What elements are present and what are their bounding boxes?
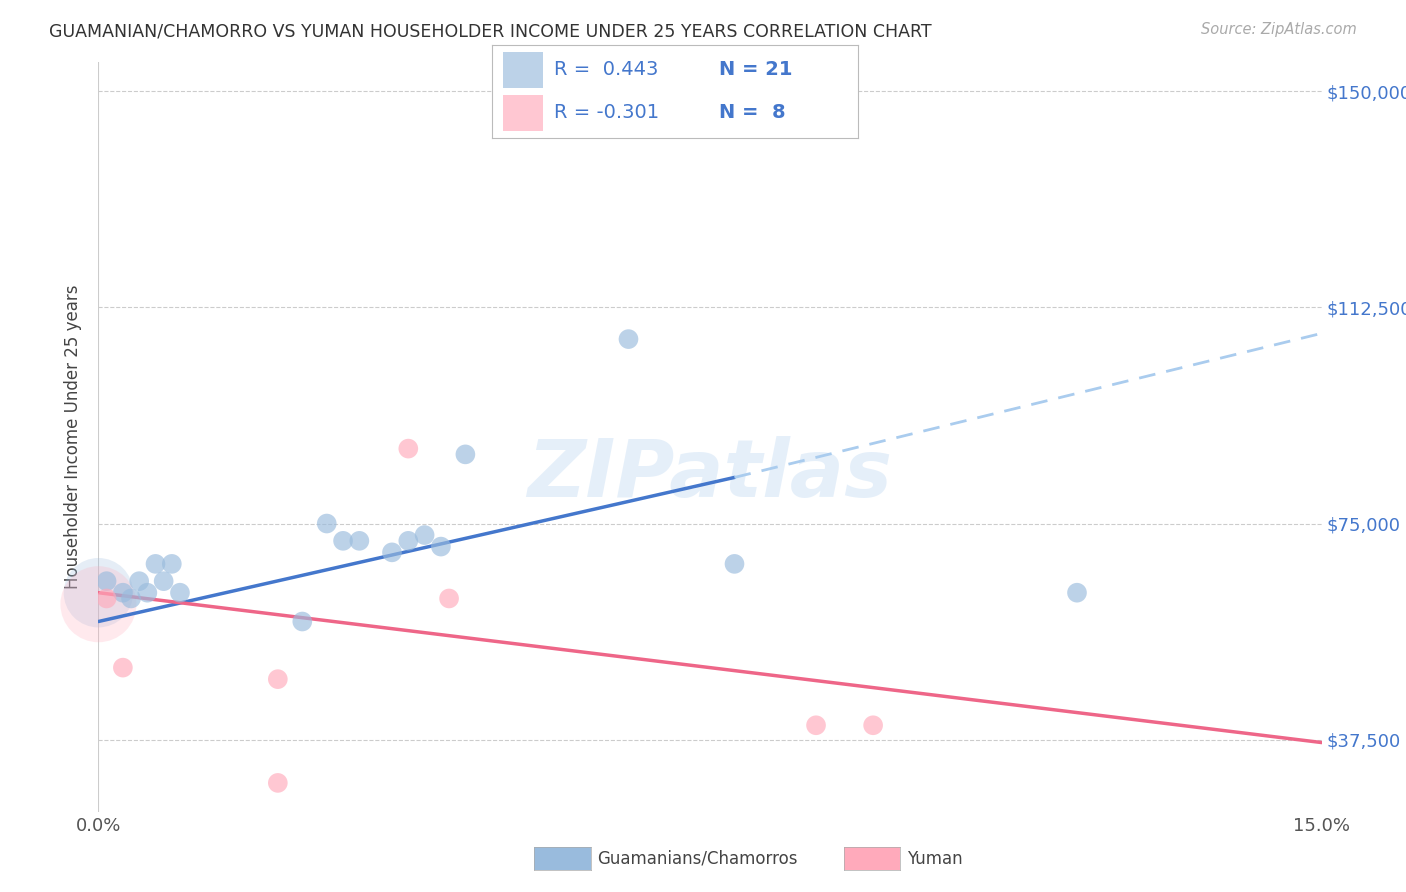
Point <box>454 447 477 461</box>
Text: N = 21: N = 21 <box>718 61 792 79</box>
Text: ZIPatlas: ZIPatlas <box>527 435 893 514</box>
Point <box>96 574 118 589</box>
Text: Guamanians/Chamorros: Guamanians/Chamorros <box>598 850 799 868</box>
Point <box>136 585 159 599</box>
Point <box>617 332 640 346</box>
Point <box>120 591 142 606</box>
Point <box>87 585 110 599</box>
Point <box>349 533 371 548</box>
Point <box>315 516 337 531</box>
Point <box>1066 585 1088 599</box>
Point <box>804 718 827 732</box>
Text: Source: ZipAtlas.com: Source: ZipAtlas.com <box>1201 22 1357 37</box>
Point <box>111 660 134 674</box>
Point <box>430 540 453 554</box>
Point <box>111 585 134 599</box>
Point <box>332 533 354 548</box>
Text: GUAMANIAN/CHAMORRO VS YUMAN HOUSEHOLDER INCOME UNDER 25 YEARS CORRELATION CHART: GUAMANIAN/CHAMORRO VS YUMAN HOUSEHOLDER … <box>49 22 932 40</box>
FancyBboxPatch shape <box>503 52 543 87</box>
Point <box>862 718 884 732</box>
Point <box>291 615 314 629</box>
Point <box>723 557 745 571</box>
Point <box>96 591 118 606</box>
Point <box>152 574 174 589</box>
FancyBboxPatch shape <box>503 95 543 131</box>
Text: R =  0.443: R = 0.443 <box>554 61 658 79</box>
Point <box>145 557 167 571</box>
Point <box>381 545 404 559</box>
Point <box>87 597 110 611</box>
Point <box>267 776 290 790</box>
Y-axis label: Householder Income Under 25 years: Householder Income Under 25 years <box>65 285 83 590</box>
Point <box>267 672 290 686</box>
Point <box>160 557 183 571</box>
Point <box>413 528 436 542</box>
Text: N =  8: N = 8 <box>718 103 786 122</box>
Point <box>396 533 419 548</box>
Text: Yuman: Yuman <box>907 850 963 868</box>
Text: R = -0.301: R = -0.301 <box>554 103 659 122</box>
Point <box>169 585 191 599</box>
Point <box>128 574 150 589</box>
Point <box>437 591 460 606</box>
Point <box>396 442 419 456</box>
